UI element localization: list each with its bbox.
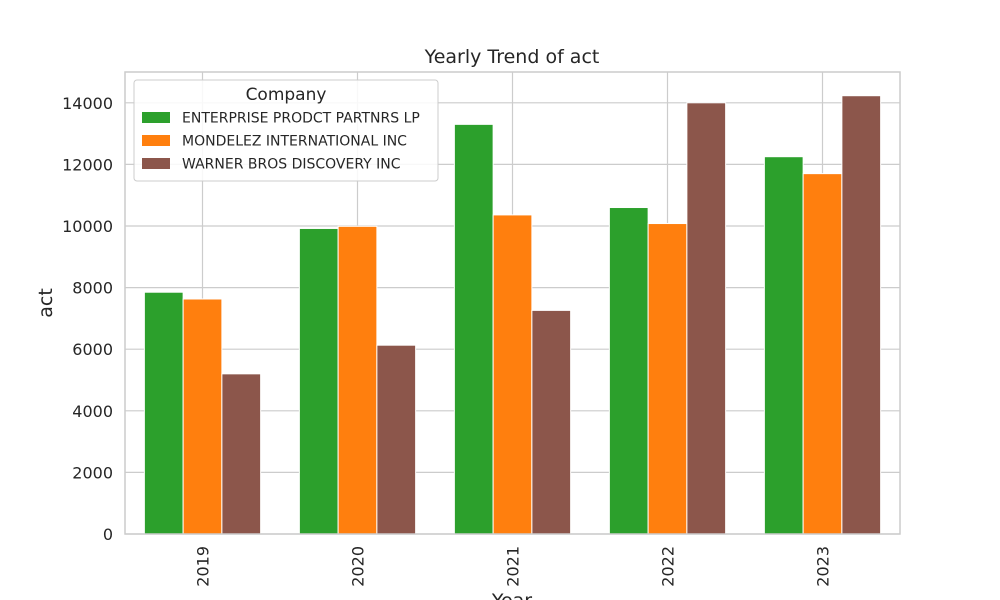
bar-mondelez-international-inc-2023 [802, 173, 843, 535]
chart-title: Yearly Trend of act [424, 46, 600, 68]
legend-swatch [142, 158, 170, 169]
bar-mondelez-international-inc-2019 [182, 298, 223, 535]
bar-enterprise-prodct-partnrs-lp-2023 [763, 156, 804, 535]
x-tick-label: 2023 [814, 546, 833, 587]
y-tick-label: 12000 [62, 155, 113, 174]
x-axis-label: Year [491, 590, 532, 600]
x-tick-label: 2019 [194, 546, 213, 587]
y-tick-label: 10000 [62, 217, 113, 236]
legend-title: Company [246, 85, 327, 105]
x-tick-label: 2021 [504, 546, 523, 587]
y-tick-label: 4000 [72, 402, 113, 421]
y-tick-label: 6000 [72, 340, 113, 359]
bar-warner-bros-discovery-inc-2020 [376, 344, 417, 535]
legend-box [133, 79, 439, 182]
bar-mondelez-international-inc-2020 [337, 225, 378, 535]
y-tick-label: 14000 [62, 94, 113, 113]
y-tick-label: 0 [103, 525, 113, 544]
legend: Company ENTERPRISE PRODCT PARTNRS LP MOND… [133, 79, 439, 182]
y-tick-label: 2000 [72, 463, 113, 482]
bar-enterprise-prodct-partnrs-lp-2019 [143, 291, 184, 535]
bar-warner-bros-discovery-inc-2022 [686, 102, 727, 535]
legend-entry-label: ENTERPRISE PRODCT PARTNRS LP [182, 111, 420, 127]
y-axis-label: act [35, 288, 57, 318]
bar-enterprise-prodct-partnrs-lp-2021 [453, 123, 494, 535]
legend-entry-label: WARNER BROS DISCOVERY INC [182, 157, 401, 173]
legend-swatch [142, 135, 170, 146]
bars [143, 95, 882, 535]
bar-warner-bros-discovery-inc-2019 [221, 373, 262, 535]
legend-swatch [142, 112, 170, 123]
x-tick-label: 2020 [349, 546, 368, 587]
ticks: 0 2000 4000 6000 8000 10000 12000 14000 2019 2020… [62, 94, 832, 587]
y-tick-label: 8000 [72, 279, 113, 298]
bar-warner-bros-discovery-inc-2023 [841, 95, 882, 535]
x-tick-label: 2022 [659, 546, 678, 587]
plot-frame [124, 71, 901, 535]
bar-mondelez-international-inc-2021 [492, 214, 533, 535]
bar-warner-bros-discovery-inc-2021 [531, 309, 572, 535]
bar-enterprise-prodct-partnrs-lp-2022 [608, 207, 649, 535]
legend-entry-label: MONDELEZ INTERNATIONAL INC [182, 134, 407, 150]
bar-mondelez-international-inc-2022 [647, 223, 688, 535]
bar-enterprise-prodct-partnrs-lp-2020 [298, 227, 339, 535]
